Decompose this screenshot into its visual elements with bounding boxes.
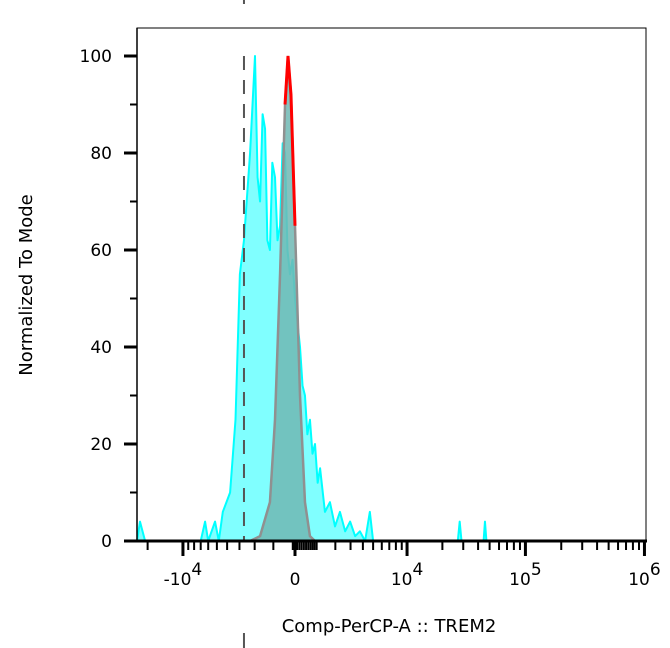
x-tick-base: 10 bbox=[509, 570, 531, 590]
x-tick-exponent: 4 bbox=[191, 560, 202, 580]
x-ticks: -104 0 104 105 106 bbox=[146, 541, 661, 590]
x-tick-exponent: 4 bbox=[412, 560, 423, 580]
x-tick-label: -104 bbox=[164, 560, 203, 590]
x-tick-label: 105 bbox=[509, 560, 541, 590]
series-area-stained bbox=[136, 55, 646, 542]
y-tick-label: 80 bbox=[90, 144, 112, 164]
y-ticks: 0 20 40 60 80 100 bbox=[80, 47, 137, 552]
x-tick-label: 104 bbox=[391, 560, 423, 590]
plot-frame bbox=[136, 27, 647, 542]
x-tick-base: 0 bbox=[290, 570, 301, 590]
y-axis-label: Normalized To Mode bbox=[16, 194, 37, 376]
x-tick-base: 10 bbox=[628, 570, 650, 590]
series-peak-isotype bbox=[283, 55, 297, 226]
x-tick-label: 0 bbox=[290, 570, 301, 590]
y-tick-label: 20 bbox=[90, 435, 112, 455]
y-tick-label: 60 bbox=[90, 241, 112, 261]
x-tick-exponent: 5 bbox=[531, 560, 542, 580]
x-axis-label: Comp-PerCP-A :: TREM2 bbox=[282, 616, 497, 637]
y-tick-label: 100 bbox=[80, 47, 112, 67]
x-tick-base: 10 bbox=[391, 570, 413, 590]
series-layer bbox=[136, 55, 646, 543]
x-tick-exponent: 6 bbox=[650, 560, 661, 580]
x-tick-label: 106 bbox=[628, 560, 660, 590]
y-tick-label: 0 bbox=[101, 532, 112, 552]
y-tick-label: 40 bbox=[90, 338, 112, 358]
x-tick-base: -10 bbox=[164, 570, 192, 590]
